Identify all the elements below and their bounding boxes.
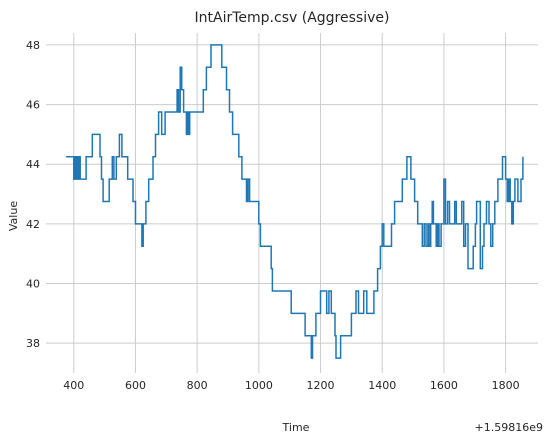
x-tick-label: 400 — [63, 379, 84, 392]
x-tick-label: 1400 — [368, 379, 396, 392]
series-line — [66, 44, 524, 359]
x-tick-label: 1600 — [430, 379, 458, 392]
x-tick-label: 1200 — [307, 379, 335, 392]
x-tick-label: 600 — [125, 379, 146, 392]
chart-title: IntAirTemp.csv (Aggressive) — [195, 10, 390, 26]
x-tick-label: 1000 — [245, 379, 273, 392]
y-tick-label: 46 — [26, 99, 40, 112]
x-axis-label: Time — [282, 421, 310, 434]
y-tick-label: 40 — [26, 278, 40, 291]
x-tick-labels: 400 600 800 1000 1200 1400 1600 1800 — [63, 379, 519, 392]
y-tick-labels: 38 40 42 44 46 48 — [26, 39, 40, 350]
series-layer — [66, 44, 524, 359]
y-tick-label: 44 — [26, 158, 40, 171]
y-axis-label: Value — [7, 201, 20, 231]
x-tick-label: 1800 — [492, 379, 520, 392]
y-tick-label: 38 — [26, 337, 40, 350]
x-tick-label: 800 — [187, 379, 208, 392]
y-tick-label: 42 — [26, 218, 40, 231]
x-axis-offset-label: +1.59816e9 — [475, 421, 543, 434]
y-tick-label: 48 — [26, 39, 40, 52]
